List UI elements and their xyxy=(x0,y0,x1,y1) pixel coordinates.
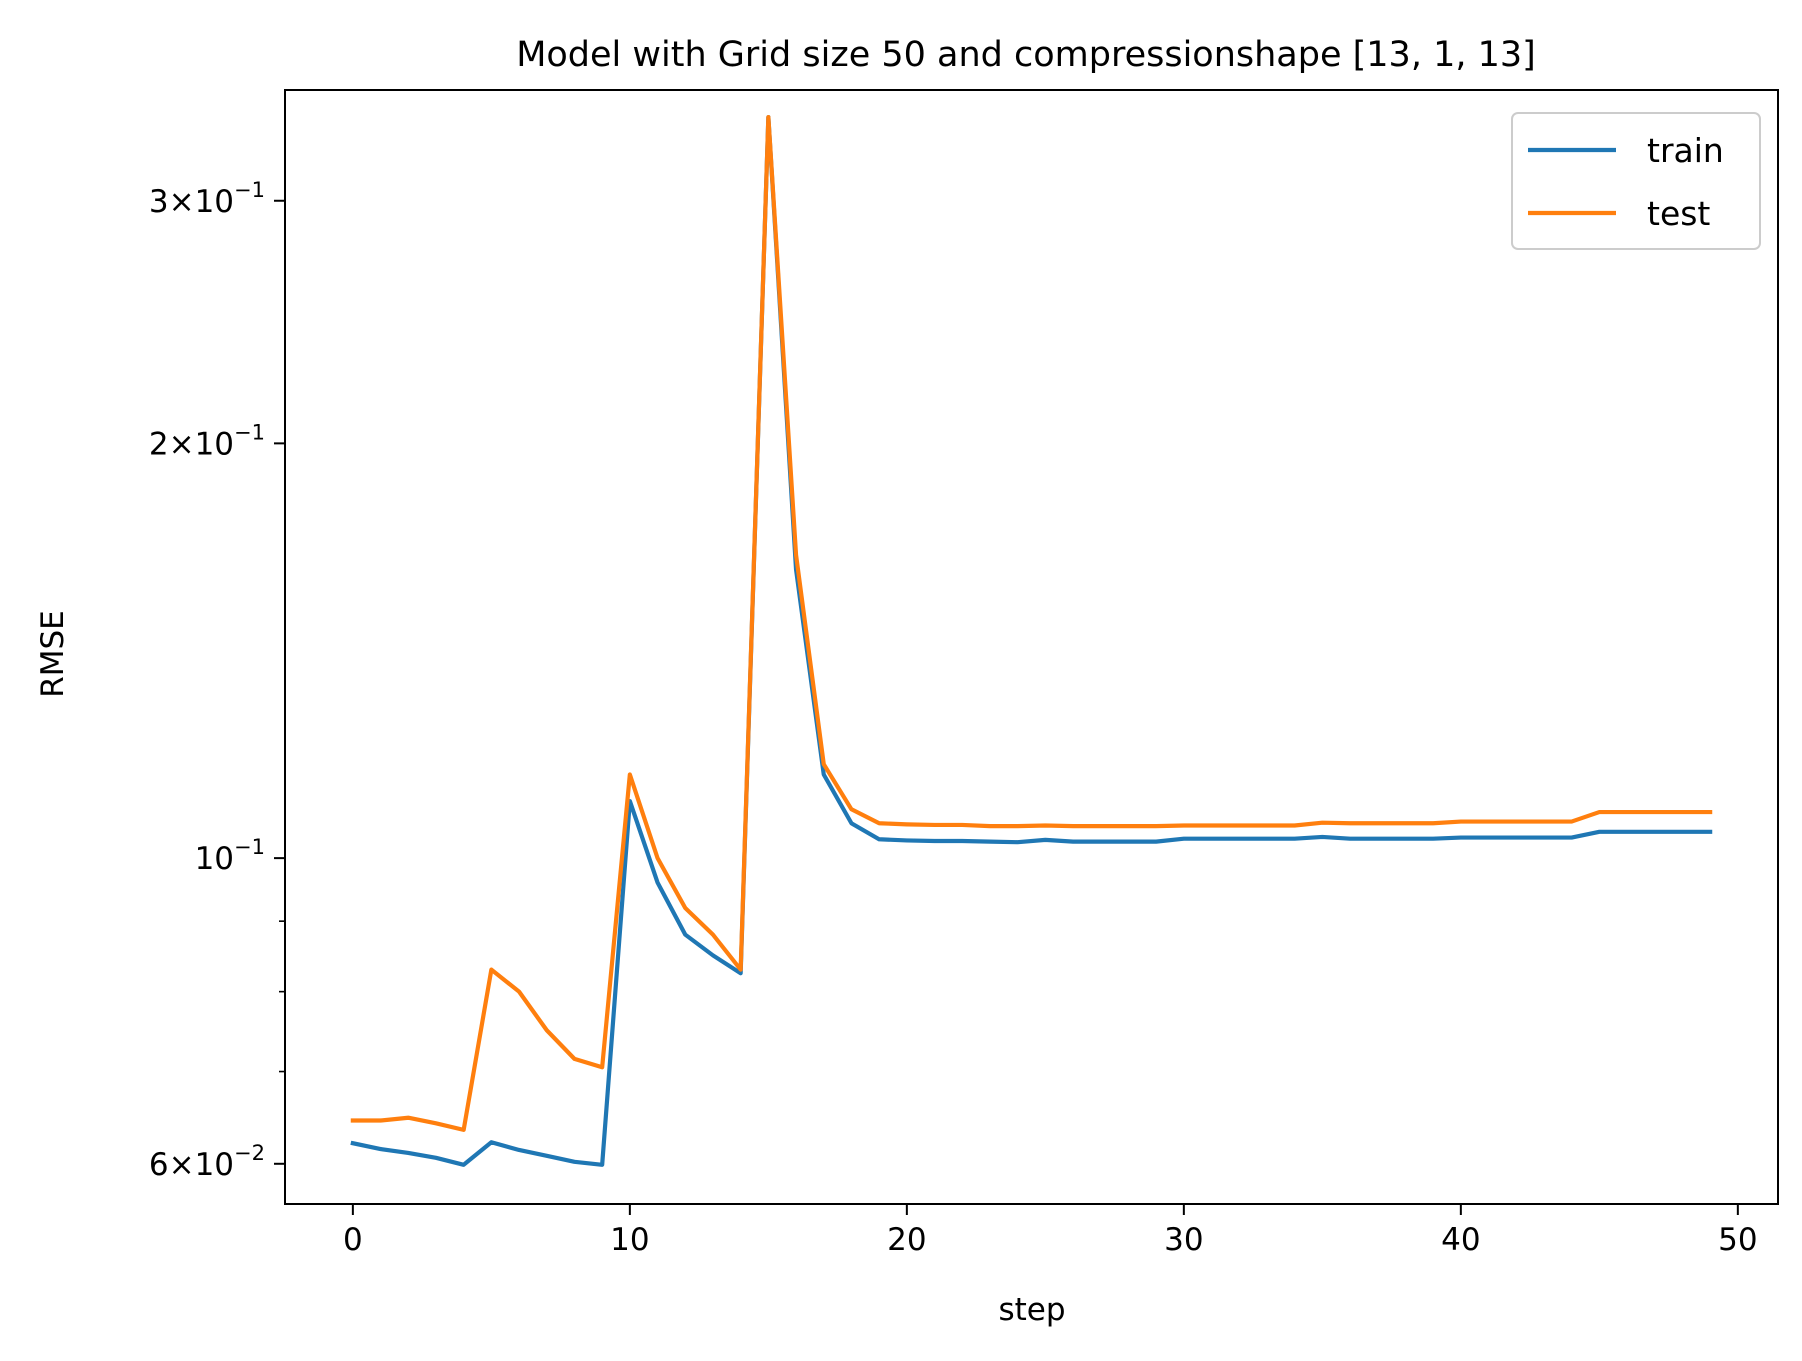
x-tick-label: 10 xyxy=(610,1222,649,1258)
x-tick-label: 20 xyxy=(887,1222,926,1258)
legend-label-test: test xyxy=(1647,194,1710,233)
x-tick-label: 50 xyxy=(1718,1222,1757,1258)
legend-label-train: train xyxy=(1647,131,1724,170)
y-axis-label: RMSE xyxy=(35,610,71,698)
x-tick-label: 30 xyxy=(1164,1222,1203,1258)
y-tick-label: 2×10−1 xyxy=(149,420,265,462)
chart-title: Model with Grid size 50 and compressions… xyxy=(516,35,1536,75)
y-tick-label: 10−1 xyxy=(195,835,265,877)
plot-frame xyxy=(284,89,1779,1205)
series-line-test xyxy=(350,115,1713,1132)
x-tick-label: 40 xyxy=(1441,1222,1480,1258)
y-tick-label: 3×10−1 xyxy=(149,178,265,220)
y-tick-label: 6×10−2 xyxy=(149,1141,265,1183)
x-axis-label: step xyxy=(998,1292,1065,1328)
legend: train test xyxy=(1511,112,1761,250)
x-tick-label: 0 xyxy=(343,1222,363,1258)
series-line-train xyxy=(350,115,1713,1167)
plot-area: 0 10 20 30 40 50 6×10−2 10−1 2×10−1 3×10−1 train te… xyxy=(149,89,1779,1258)
